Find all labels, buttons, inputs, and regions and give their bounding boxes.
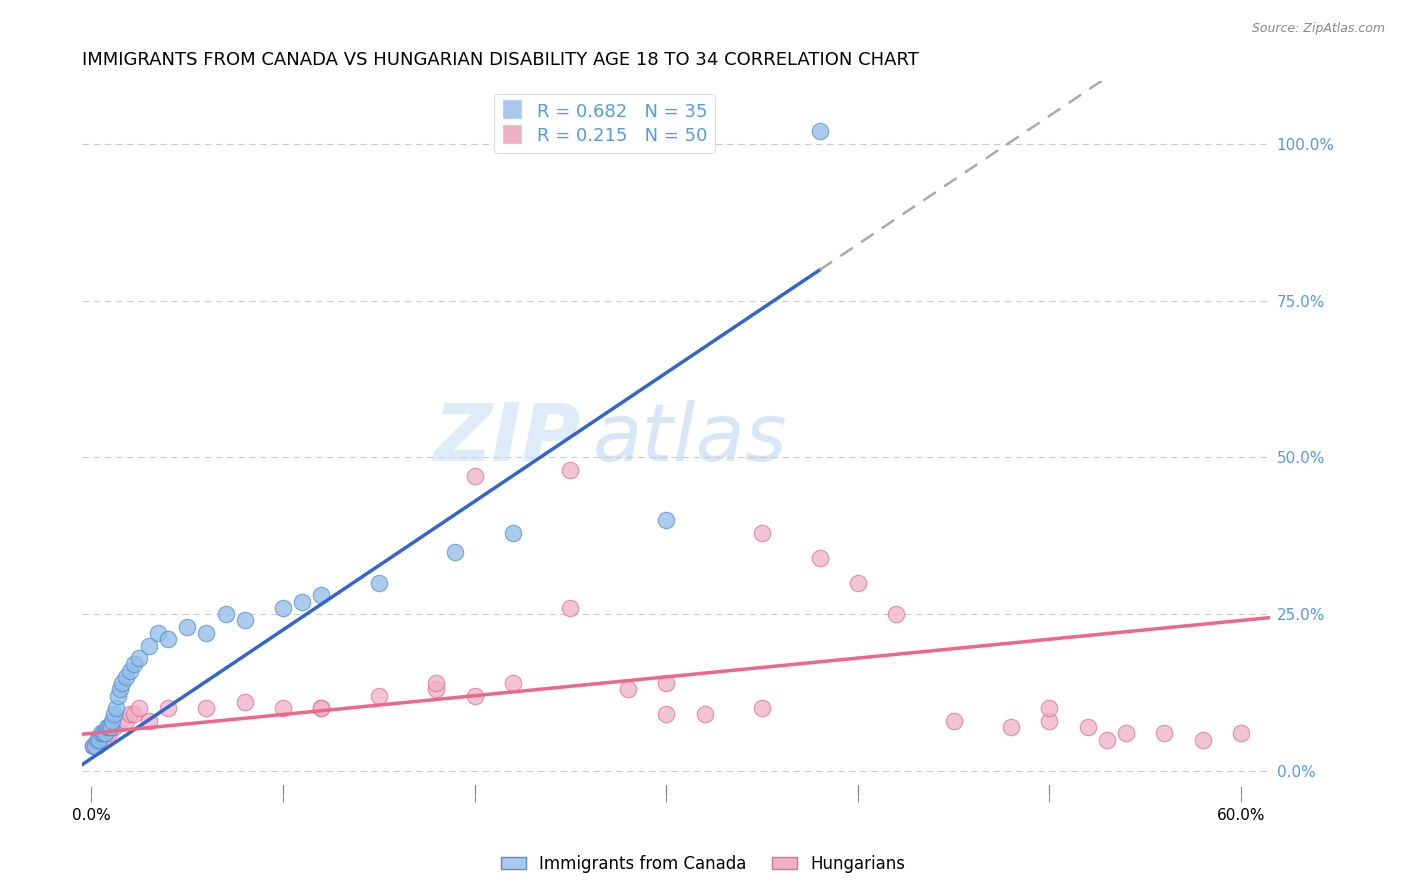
Point bbox=[846, 575, 869, 590]
Point bbox=[311, 701, 333, 715]
Point bbox=[128, 701, 150, 715]
Point bbox=[1153, 726, 1175, 740]
Point bbox=[655, 513, 678, 527]
Text: atlas: atlas bbox=[593, 400, 787, 477]
Point bbox=[655, 676, 678, 690]
Point bbox=[176, 620, 198, 634]
Point bbox=[271, 601, 294, 615]
Point bbox=[751, 701, 773, 715]
Point bbox=[942, 714, 965, 728]
Point bbox=[84, 739, 107, 753]
Text: IMMIGRANTS FROM CANADA VS HUNGARIAN DISABILITY AGE 18 TO 34 CORRELATION CHART: IMMIGRANTS FROM CANADA VS HUNGARIAN DISA… bbox=[82, 51, 918, 69]
Point bbox=[655, 707, 678, 722]
Point bbox=[105, 701, 128, 715]
Point bbox=[82, 739, 104, 753]
Point bbox=[617, 682, 640, 697]
Point bbox=[464, 689, 486, 703]
Point bbox=[118, 707, 141, 722]
Point bbox=[107, 689, 129, 703]
Point bbox=[1230, 726, 1253, 740]
Point bbox=[118, 664, 141, 678]
Point bbox=[195, 626, 218, 640]
Point bbox=[115, 670, 138, 684]
Point bbox=[97, 726, 120, 740]
Point bbox=[96, 720, 118, 734]
Point bbox=[94, 726, 117, 740]
Legend: Immigrants from Canada, Hungarians: Immigrants from Canada, Hungarians bbox=[495, 848, 911, 880]
Point bbox=[148, 626, 170, 640]
Point bbox=[1038, 714, 1060, 728]
Point bbox=[502, 525, 524, 540]
Point bbox=[444, 544, 467, 558]
Point bbox=[1115, 726, 1137, 740]
Point bbox=[425, 682, 447, 697]
Point bbox=[425, 676, 447, 690]
Point bbox=[101, 714, 124, 728]
Point bbox=[91, 732, 114, 747]
Point bbox=[90, 732, 112, 747]
Point bbox=[1077, 720, 1099, 734]
Point bbox=[751, 525, 773, 540]
Point bbox=[115, 714, 138, 728]
Point bbox=[271, 701, 294, 715]
Point bbox=[311, 701, 333, 715]
Point bbox=[138, 639, 160, 653]
Point bbox=[82, 739, 104, 753]
Point bbox=[87, 732, 110, 747]
Point bbox=[122, 657, 145, 672]
Point bbox=[214, 607, 236, 622]
Point bbox=[367, 689, 389, 703]
Point bbox=[560, 601, 582, 615]
Point bbox=[464, 469, 486, 483]
Point bbox=[884, 607, 907, 622]
Point bbox=[87, 732, 110, 747]
Point bbox=[808, 124, 831, 138]
Point bbox=[128, 651, 150, 665]
Point bbox=[103, 707, 125, 722]
Point bbox=[1038, 701, 1060, 715]
Point bbox=[103, 720, 125, 734]
Point bbox=[233, 695, 256, 709]
Point bbox=[86, 739, 108, 753]
Text: Source: ZipAtlas.com: Source: ZipAtlas.com bbox=[1251, 22, 1385, 36]
Point bbox=[1191, 732, 1213, 747]
Point bbox=[1000, 720, 1022, 734]
Point bbox=[94, 726, 117, 740]
Point bbox=[84, 739, 107, 753]
Point bbox=[100, 720, 122, 734]
Point bbox=[90, 726, 112, 740]
Point bbox=[1095, 732, 1118, 747]
Point bbox=[86, 732, 108, 747]
Point bbox=[96, 726, 118, 740]
Point bbox=[560, 463, 582, 477]
Point bbox=[100, 720, 122, 734]
Point bbox=[808, 550, 831, 565]
Text: ZIP: ZIP bbox=[433, 400, 581, 477]
Point bbox=[195, 701, 218, 715]
Point bbox=[291, 594, 314, 608]
Point bbox=[157, 632, 180, 647]
Point bbox=[502, 676, 524, 690]
Point bbox=[157, 701, 180, 715]
Point bbox=[367, 575, 389, 590]
Point bbox=[311, 588, 333, 602]
Point bbox=[233, 614, 256, 628]
Point bbox=[108, 714, 131, 728]
Point bbox=[693, 707, 716, 722]
Point bbox=[122, 707, 145, 722]
Point bbox=[111, 676, 134, 690]
Point bbox=[97, 720, 120, 734]
Point bbox=[138, 714, 160, 728]
Legend: R = 0.682   N = 35, R = 0.215   N = 50: R = 0.682 N = 35, R = 0.215 N = 50 bbox=[494, 94, 716, 153]
Point bbox=[108, 682, 131, 697]
Point bbox=[91, 726, 114, 740]
